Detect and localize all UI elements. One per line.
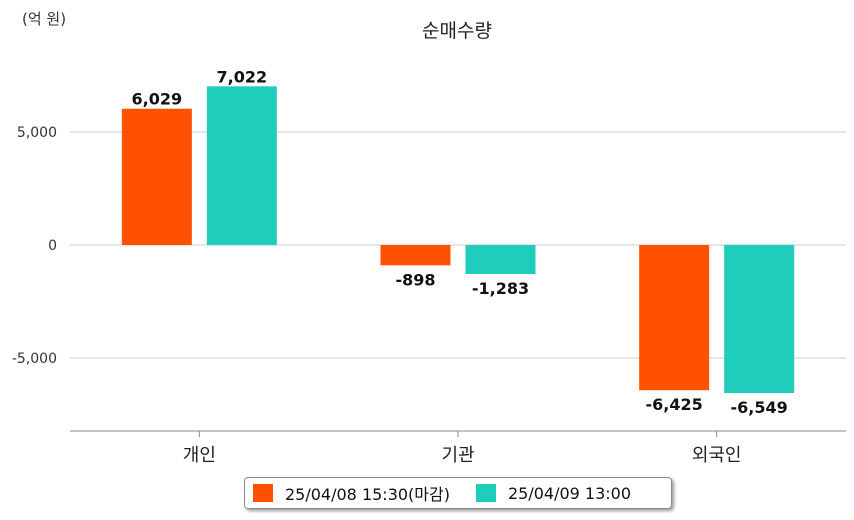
y-tick-label: 0 (48, 238, 57, 254)
y-tick-label: -5,000 (12, 351, 57, 367)
data-label: -898 (395, 270, 435, 289)
data-label: -1,283 (472, 279, 529, 298)
x-tick-label: 기관 (441, 445, 474, 466)
chart-title: 순매수량 (422, 20, 492, 42)
legend-swatch-series-2 (475, 484, 496, 502)
x-axis-ticks: 개인 기관 외국인 (183, 431, 742, 466)
legend-item-series-1[interactable]: 25/04/08 15:30(마감) (253, 481, 450, 505)
bar-외국인-series-1[interactable] (639, 245, 710, 391)
unit-label: (억 원) (22, 10, 66, 28)
x-tick-label: 개인 (183, 445, 216, 466)
bar-외국인-series-2[interactable] (724, 245, 795, 394)
x-tick-label: 외국인 (692, 445, 742, 466)
legend: 25/04/08 15:30(마감) 25/04/09 13:00 (244, 477, 672, 509)
bar-기관-series-1[interactable] (380, 245, 451, 266)
y-tick-label: 5,000 (17, 125, 57, 141)
legend-item-series-2[interactable]: 25/04/09 13:00 (475, 483, 632, 503)
data-label: 6,029 (132, 90, 183, 109)
bar-기관-series-2[interactable] (465, 245, 536, 274)
bar-개인-series-1[interactable] (121, 108, 192, 245)
data-label: 7,022 (217, 67, 268, 86)
data-labels: 6,029 7,022 -898 -1,283 -6,425 -6,549 (132, 67, 788, 417)
legend-swatch-series-1 (253, 484, 273, 502)
data-label: -6,549 (731, 398, 788, 417)
y-axis-ticks: 5,000 0 -5,000 (12, 125, 57, 367)
legend-label-series-1: 25/04/08 15:30(마감) (285, 485, 450, 504)
data-label: -6,425 (646, 395, 703, 414)
bar-개인-series-2[interactable] (206, 86, 277, 246)
gridlines (70, 131, 846, 359)
bars (121, 86, 795, 394)
legend-label-series-2: 25/04/09 13:00 (507, 483, 632, 503)
